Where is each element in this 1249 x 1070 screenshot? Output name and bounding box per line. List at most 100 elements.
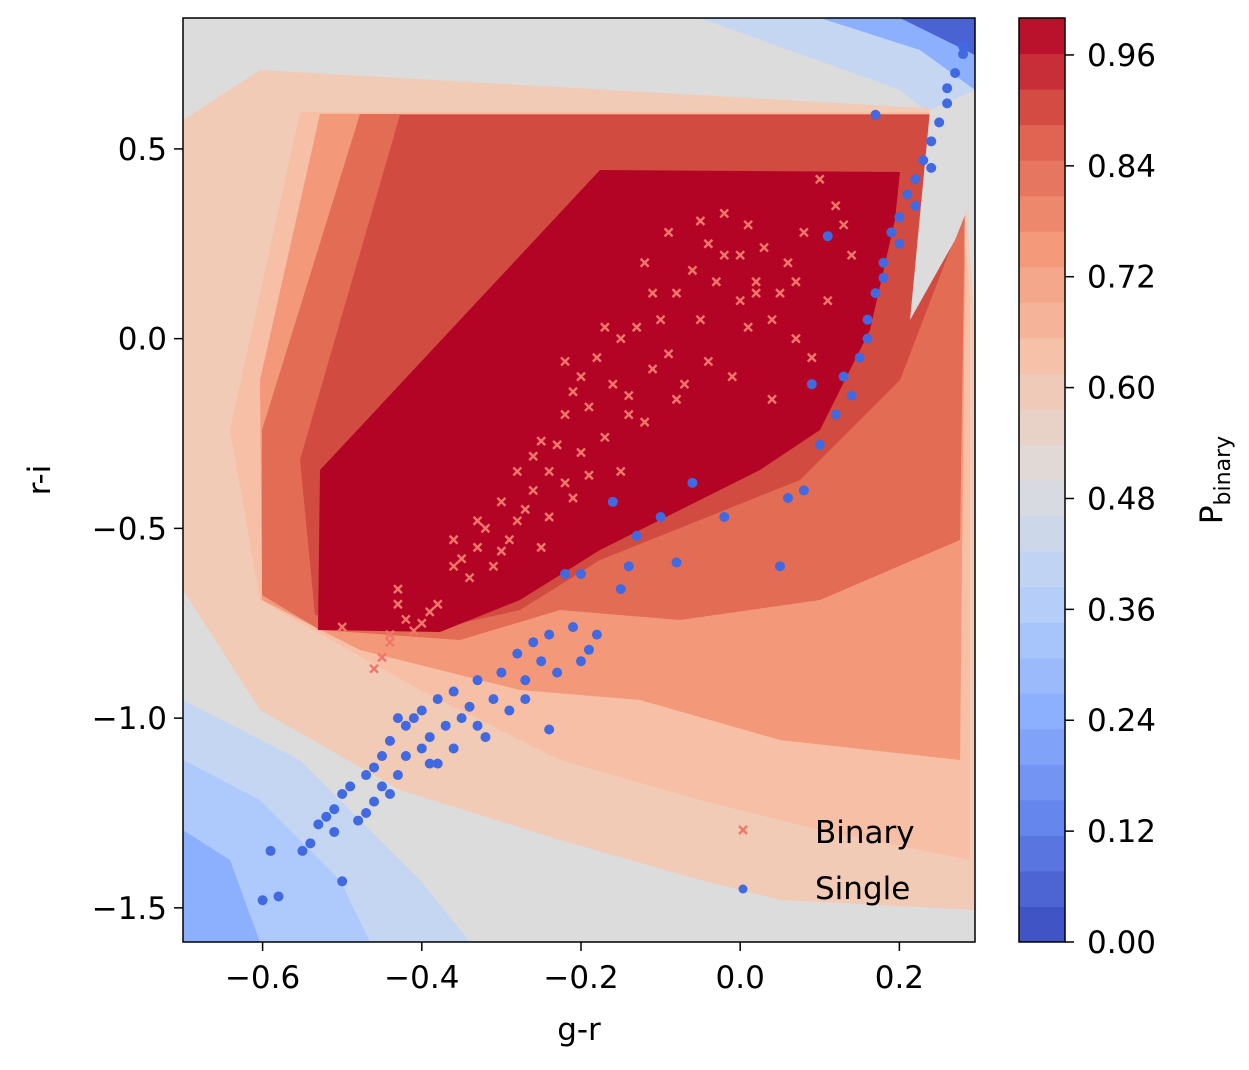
binary-point (751, 288, 761, 298)
y-tick-label: −1.0 (92, 701, 167, 737)
colorbar-tick-label: 0.96 (1087, 38, 1156, 74)
binary-point (456, 553, 467, 564)
single-point (496, 667, 507, 678)
colorbar-band (1019, 622, 1065, 659)
binary-point (663, 348, 674, 359)
single-point (424, 732, 435, 743)
binary-point (623, 390, 634, 401)
x-tick-label: 0.0 (716, 960, 765, 996)
colorbar-band (1019, 835, 1065, 872)
single-point (544, 629, 555, 640)
single-point (408, 713, 419, 724)
colorbar-band (1019, 124, 1065, 161)
single-point (440, 720, 451, 731)
binary-point (472, 515, 483, 526)
colorbar-tick-label: 0.12 (1087, 814, 1156, 850)
binary-point (631, 322, 642, 333)
colorbar-label-sub: binary (1211, 436, 1236, 506)
binary-point (424, 607, 435, 617)
single-point (337, 789, 348, 800)
single-point (520, 694, 531, 705)
binary-point (393, 584, 403, 594)
single-point (400, 751, 411, 762)
binary-point (544, 466, 554, 477)
single-point (265, 845, 276, 856)
colorbar-band (1019, 870, 1065, 907)
binary-point (544, 512, 554, 522)
single-point (257, 895, 268, 906)
single-point (655, 511, 666, 522)
binary-point (647, 364, 658, 374)
binary-point (600, 432, 610, 443)
colorbar-band (1019, 657, 1065, 694)
y-tick-label: −0.5 (92, 511, 167, 547)
binary-point (647, 288, 658, 298)
legend: Binary Single (738, 815, 915, 907)
binary-point (592, 352, 602, 363)
colorbar-band (1019, 906, 1065, 943)
legend-binary-label: Binary (815, 815, 915, 851)
binary-point (528, 451, 539, 462)
colorbar-label: Pbinary (1194, 436, 1236, 524)
binary-point (799, 227, 809, 238)
colorbar-frame (1018, 17, 1066, 943)
binary-point (655, 314, 666, 325)
binary-point (568, 386, 578, 397)
single-point (376, 751, 387, 762)
single-point (894, 238, 905, 249)
binary-point (687, 265, 698, 276)
colorbar-band (1019, 160, 1065, 197)
series-single (257, 41, 969, 906)
single-point (416, 705, 427, 716)
binary-point (393, 599, 403, 610)
single-point (536, 656, 547, 667)
binary-point (735, 295, 746, 306)
single-point (432, 758, 443, 769)
x-tick-label: 0.2 (875, 960, 924, 996)
colorbar-tick-label: 0.24 (1087, 703, 1156, 739)
single-point (926, 162, 937, 173)
colorbar-band (1019, 693, 1065, 730)
binary-point (615, 466, 626, 477)
single-point (910, 200, 921, 211)
single-point (782, 493, 793, 504)
single-point (432, 694, 443, 705)
single-point (798, 485, 809, 496)
colorbar-band (1019, 53, 1065, 90)
single-point (424, 758, 435, 769)
colorbar-tick-label: 0.72 (1087, 260, 1156, 296)
colorbar-tick-label: 0.60 (1087, 371, 1156, 407)
binary-point (767, 314, 777, 325)
single-point (384, 735, 395, 746)
single-point (384, 789, 395, 800)
binary-point (806, 352, 817, 363)
single-point (464, 701, 475, 712)
colorbar (1019, 18, 1065, 943)
single-point (862, 314, 873, 325)
colorbar-tick-label: 0.00 (1087, 925, 1156, 961)
colorbar-band (1019, 551, 1065, 588)
series-binary (337, 174, 857, 674)
single-point (504, 705, 515, 716)
single-point (416, 743, 427, 754)
colorbar-band (1019, 515, 1065, 552)
single-point (846, 390, 857, 401)
single-point (878, 257, 889, 268)
single-point (305, 838, 316, 849)
colorbar-label-main: P (1194, 505, 1230, 524)
binary-point (496, 546, 507, 556)
binary-point (767, 394, 777, 405)
single-point (369, 796, 380, 807)
binary-point (775, 288, 785, 298)
single-point (886, 227, 897, 238)
colorbar-tick-label: 0.36 (1087, 592, 1156, 628)
single-point (934, 117, 945, 128)
binary-point (679, 379, 690, 390)
binary-point (480, 523, 491, 534)
colorbar-band (1019, 408, 1065, 445)
contour-blue-top-right (700, 18, 975, 150)
binary-point (408, 625, 419, 636)
binary-point (639, 257, 650, 268)
binary-point (432, 599, 443, 610)
